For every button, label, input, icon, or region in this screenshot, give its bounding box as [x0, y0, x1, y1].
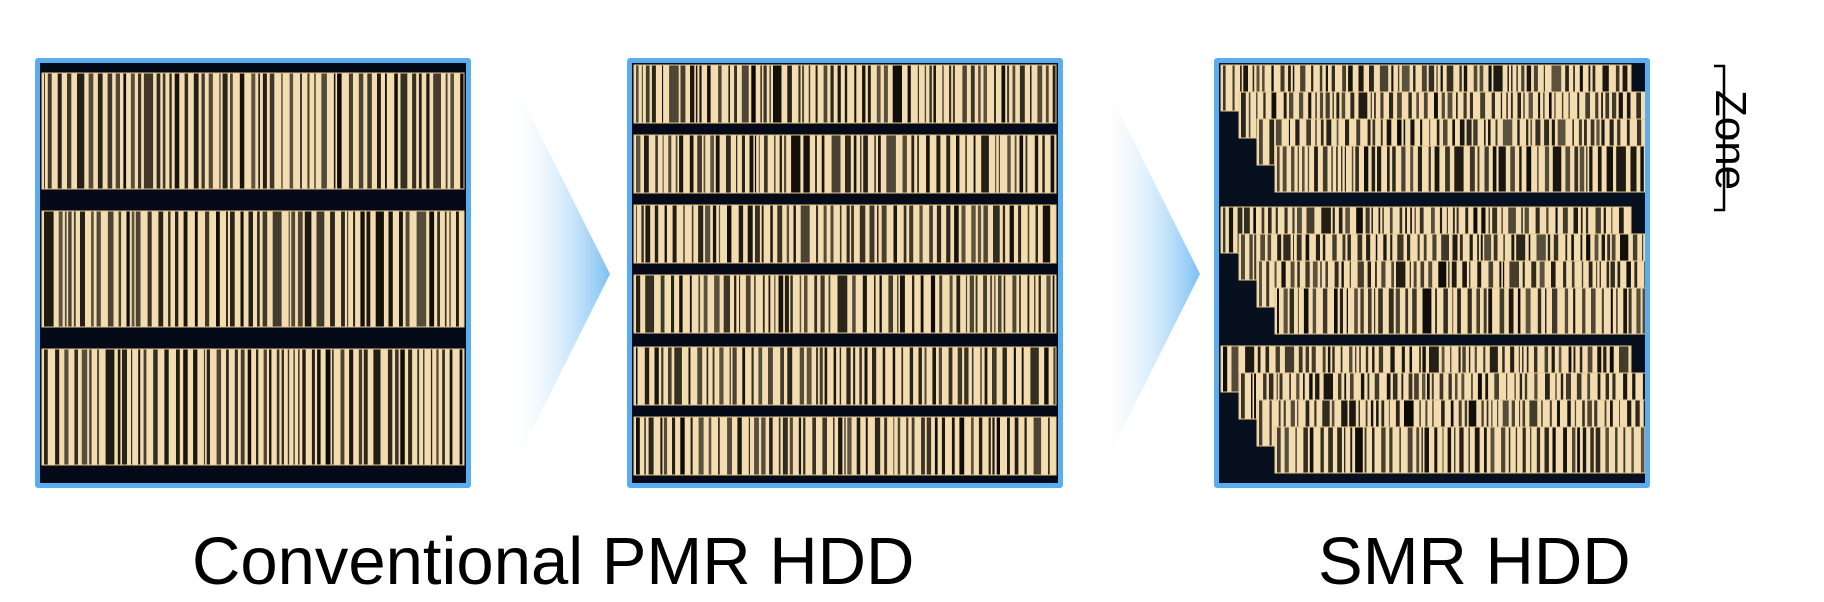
track-strip [1274, 426, 1645, 474]
pmr-three-track-image [41, 72, 465, 466]
zone-bracket-icon [1714, 64, 1734, 212]
track-strip [1274, 287, 1645, 335]
track-strip [633, 64, 1057, 124]
track-strip [633, 416, 1057, 476]
track-strip [41, 72, 465, 190]
track-strip [633, 134, 1057, 194]
right-arrow-icon [1095, 64, 1200, 484]
pmr-six-track-panel [627, 58, 1063, 488]
zone-label-container: Zone [1700, 66, 1760, 214]
pmr-six-track-image [633, 64, 1057, 476]
track-strip [1274, 145, 1645, 193]
track-strip [41, 348, 465, 466]
track-strip [633, 346, 1057, 406]
zone-label: Zone [1706, 89, 1755, 191]
track-strip [633, 204, 1057, 264]
pmr-caption: Conventional PMR HDD [192, 524, 915, 599]
right-arrow-icon [505, 64, 610, 484]
track-strip [633, 274, 1057, 334]
track-strip [41, 210, 465, 328]
smr-shingled-panel [1214, 58, 1650, 488]
smr-shingled-image [1220, 64, 1645, 474]
smr-caption: SMR HDD [1318, 524, 1631, 599]
pmr-three-track-panel [35, 58, 471, 488]
